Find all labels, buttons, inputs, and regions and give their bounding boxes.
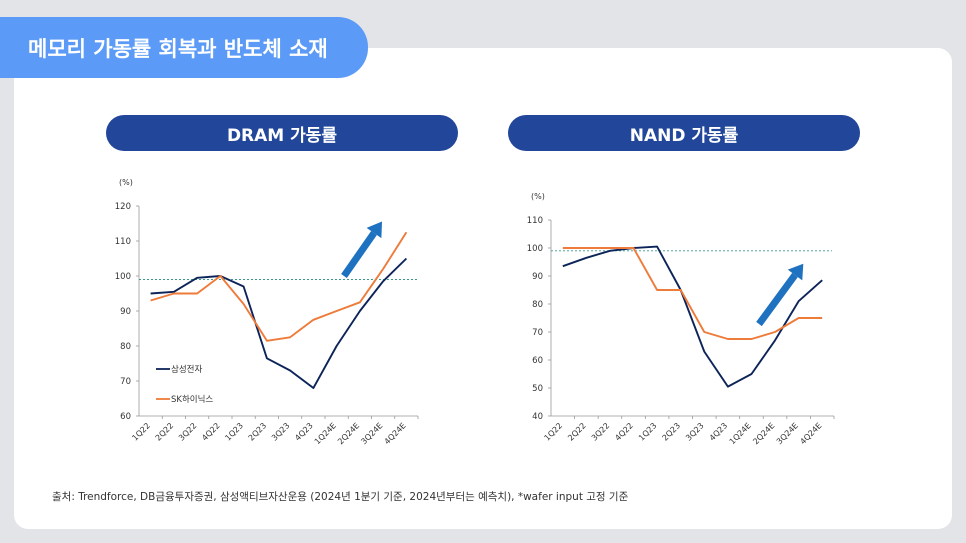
page-title: 메모리 가동률 회복과 반도체 소재: [0, 17, 368, 78]
nand-x-tick-label: 3Q24E: [775, 421, 800, 446]
dram-y-tick-label: 100: [115, 272, 131, 282]
dram-trend-arrow-shaft: [341, 230, 377, 279]
nand-y-tick-label: 110: [527, 216, 543, 226]
nand-x-tick-label: 1Q23: [637, 421, 659, 443]
nand-series-samsung-line: [562, 245, 823, 388]
nand-x-tick-label: 4Q24E: [798, 421, 823, 446]
nand-chart-title: NAND 가동률: [508, 115, 860, 151]
nand-x-tick-label: 1Q24E: [728, 421, 753, 446]
nand-x-tick-label: 4Q23: [708, 421, 730, 443]
source-note: 출처: Trendforce, DB금융투자증권, 삼성액티브자산운용 (202…: [52, 491, 629, 503]
nand-x-tick-label: 2Q22: [566, 421, 588, 443]
nand-unit-label: (%): [531, 192, 545, 201]
nand-x-tick-label: 1Q22: [543, 421, 565, 443]
dram-chart-title: DRAM 가동률: [106, 115, 458, 151]
nand-x-tick-label: 2Q23: [661, 421, 683, 443]
nand-x-tick-label: 3Q23: [684, 421, 706, 443]
nand-y-tick-label: 80: [532, 300, 543, 310]
nand-y-tick-label: 50: [532, 384, 543, 394]
dram-unit-label: (%): [119, 178, 133, 187]
nand-y-tick-label: 40: [532, 412, 543, 422]
dram-y-tick-label: 80: [120, 342, 131, 352]
dram-series-samsung-line: [150, 257, 408, 389]
nand-x-tick-label: 4Q22: [613, 421, 635, 443]
legend-label-samsung: 삼성전자: [171, 364, 202, 375]
nand-x-tick-label: 2Q24E: [751, 421, 776, 446]
dram-y-tick-label: 90: [120, 307, 131, 317]
dram-y-tick-label: 70: [120, 377, 131, 387]
dram-y-tick-label: 110: [115, 237, 131, 247]
dram-y-tick-label: 120: [115, 202, 131, 212]
dram-y-tick-label: 60: [120, 412, 131, 422]
nand-x-tick-label: 3Q22: [590, 421, 612, 443]
dram-trend-arrow-head: [366, 221, 383, 239]
nand-y-tick-label: 60: [532, 356, 543, 366]
legend-label-skhynix: SK하이닉스: [171, 394, 213, 405]
nand-trend-arrow-shaft: [756, 272, 798, 327]
nand-y-tick-label: 90: [532, 272, 543, 282]
nand-y-tick-label: 100: [527, 244, 543, 254]
nand-trend-arrow-head: [787, 263, 804, 281]
nand-y-tick-label: 70: [532, 328, 543, 338]
nand-series-skhynix-line: [562, 247, 823, 340]
dram-series-skhynix-line: [150, 231, 408, 342]
